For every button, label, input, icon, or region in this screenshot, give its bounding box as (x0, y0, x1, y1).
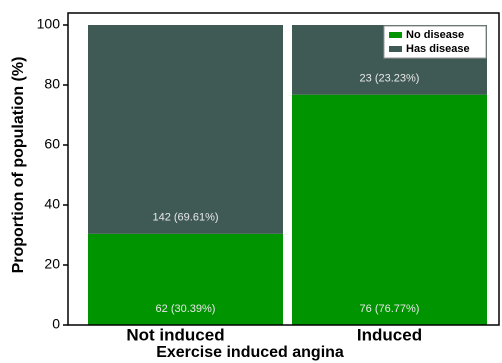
y-tick-label: 20 (44, 256, 60, 272)
legend-label: Has disease (406, 43, 470, 55)
legend-swatch (389, 32, 402, 38)
legend-box (383, 25, 487, 59)
plot-frame (67, 12, 500, 326)
bar-segment (292, 94, 487, 325)
y-tick-label: 60 (44, 136, 60, 152)
bar-segment (88, 25, 283, 234)
y-tick-label: 100 (37, 16, 61, 32)
y-tick-label: 0 (52, 316, 60, 332)
x-tick-label: Not induced (126, 325, 224, 344)
value-label: 142 (69.61%) (152, 212, 218, 224)
x-tick-label: Induced (357, 325, 422, 344)
legend-label: No disease (406, 29, 464, 41)
value-label: 23 (23.23%) (360, 73, 420, 85)
y-tick-label: 80 (44, 76, 60, 92)
y-tick-label: 40 (44, 196, 60, 212)
value-label: 62 (30.39%) (156, 303, 216, 315)
y-axis-title: Proportion of population (%) (10, 57, 27, 274)
x-axis-title: Exercise induced angina (156, 344, 344, 361)
legend-swatch (389, 46, 402, 52)
bar-segment (88, 233, 283, 325)
value-label: 76 (76.77%) (360, 303, 420, 315)
